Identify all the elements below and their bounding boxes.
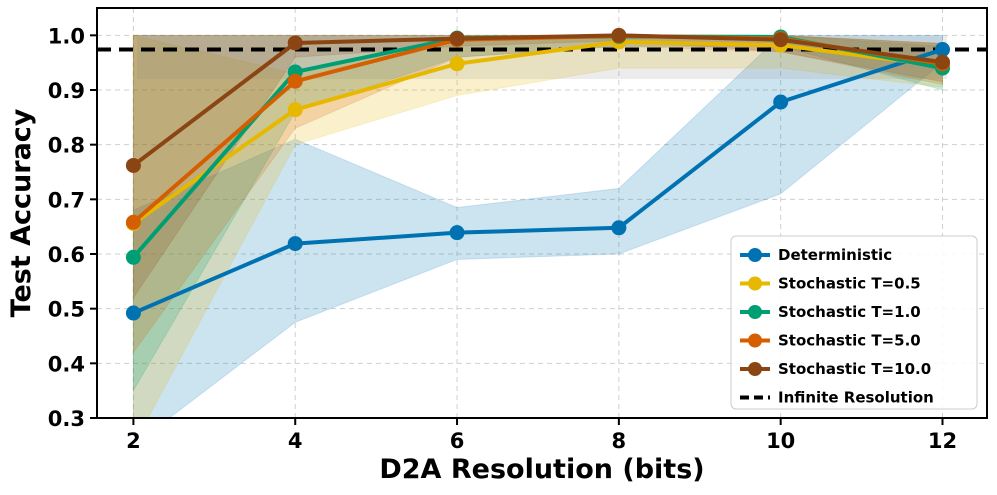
series-line: [132, 33, 943, 168]
data-point: [125, 305, 141, 321]
y-tick-label: 0.8: [48, 134, 85, 158]
data-point: [935, 54, 950, 70]
data-point: [287, 236, 303, 252]
legend-marker: [748, 276, 762, 291]
y-tick-label: 0.5: [48, 298, 85, 322]
data-point: [611, 220, 627, 236]
tick-layer: 2 4 6 8 10 12 0.3 0.4 0.5 0.6 0.7 0.8 0.9 1.0: [48, 24, 957, 453]
x-tick-label: 10: [766, 429, 795, 453]
legend-label: Infinite Resolution: [778, 389, 934, 407]
legend: Deterministic Stochastic T=0.5 Stochastic …: [730, 235, 978, 410]
x-axis-title: D2A Resolution (bits): [379, 454, 704, 485]
x-tick-label: 2: [126, 429, 141, 453]
legend-box: [730, 235, 978, 410]
data-point: [773, 32, 789, 48]
legend-label: Deterministic: [778, 246, 892, 264]
data-point: [449, 225, 465, 241]
legend-label: Stochastic T=5.0: [778, 332, 921, 350]
y-tick-label: 0.7: [48, 188, 85, 212]
series-line: [132, 47, 944, 315]
data-point: [125, 249, 141, 265]
legend-marker: [748, 333, 762, 348]
data-point: [125, 214, 141, 230]
legend-label: Stochastic T=0.5: [778, 275, 921, 293]
x-tick-label: 12: [928, 429, 957, 453]
x-tick-label: 8: [612, 429, 627, 453]
data-point: [287, 35, 303, 51]
y-tick-label: 1.0: [48, 24, 85, 48]
data-point: [773, 94, 789, 110]
data-point: [287, 102, 303, 118]
data-point: [935, 42, 950, 58]
y-tick-label: 0.4: [48, 352, 85, 376]
x-tick-label: 4: [288, 429, 303, 453]
legend-label: Stochastic T=1.0: [778, 303, 921, 321]
y-tick-label: 0.9: [48, 79, 85, 103]
legend-marker: [748, 362, 762, 376]
legend-marker: [748, 248, 762, 262]
y-axis-title: Test Accuracy: [6, 108, 37, 317]
series-line: [132, 39, 943, 226]
x-tick-label: 6: [450, 429, 465, 453]
data-point: [449, 56, 465, 72]
reference-layer: [97, 35, 987, 80]
data-point: [611, 27, 627, 43]
y-tick-label: 0.3: [48, 407, 85, 431]
legend-label: Stochastic T=10.0: [778, 360, 931, 378]
series-layer: [125, 27, 950, 321]
data-point: [125, 157, 141, 173]
plot-frame: [96, 7, 988, 419]
y-tick-label: 0.6: [48, 243, 85, 267]
data-point: [449, 31, 465, 47]
legend-marker: [748, 305, 762, 319]
data-point: [287, 73, 303, 89]
